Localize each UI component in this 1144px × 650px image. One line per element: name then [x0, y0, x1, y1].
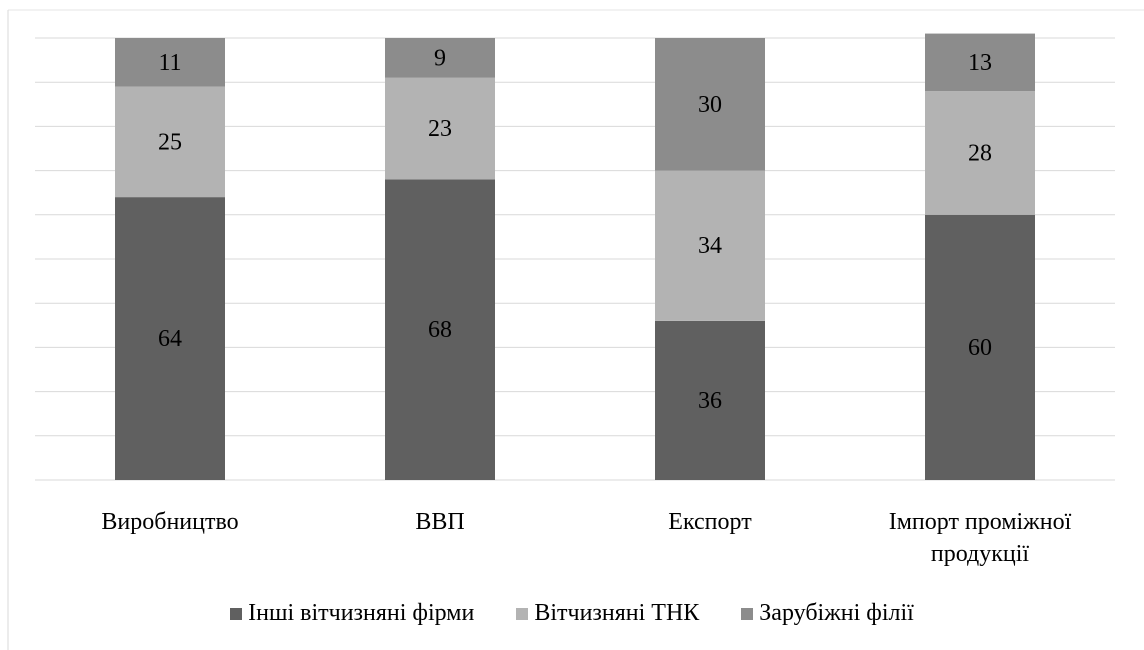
x-tick-label: ВВП	[415, 509, 465, 535]
legend-label: Інші вітчизняні фірми	[248, 600, 475, 626]
legend-item: Вітчизняні ТНК	[516, 600, 699, 627]
data-label: 13	[968, 50, 992, 76]
x-tick-label: Виробництво	[101, 509, 239, 535]
bar-segment	[115, 86, 225, 198]
bar-segment	[655, 320, 765, 480]
data-label: 30	[698, 92, 722, 118]
data-label: 60	[968, 335, 992, 361]
data-label: 11	[158, 50, 181, 76]
data-label: 25	[158, 129, 182, 155]
data-label: 64	[158, 326, 182, 352]
legend-swatch	[230, 607, 243, 620]
bar-segment	[385, 179, 495, 480]
bar-segment	[385, 77, 495, 180]
legend: Інші вітчизняні фірми Вітчизняні ТНК Заруб…	[0, 600, 1144, 627]
bar-segment	[385, 38, 495, 78]
legend-item: Інші вітчизняні фірми	[230, 600, 474, 627]
data-label: 34	[698, 233, 722, 259]
legend-label: Вітчизняні ТНК	[534, 600, 700, 626]
bar-segment	[925, 214, 1035, 481]
legend-label: Зарубіжні філії	[759, 600, 914, 626]
data-label: 9	[434, 45, 446, 71]
bar-segment	[925, 33, 1035, 92]
legend-swatch	[516, 607, 529, 620]
bar-segment	[655, 170, 765, 321]
x-tick-label: Експорт	[668, 509, 752, 535]
x-tick-label: Імпорт проміжної продукції	[888, 509, 1072, 567]
bar-segment	[655, 38, 765, 171]
data-label: 23	[428, 116, 452, 142]
bar-segment	[925, 91, 1035, 215]
data-label: 68	[428, 317, 452, 343]
legend-item: Зарубіжні філії	[741, 600, 914, 627]
data-label: 36	[698, 388, 722, 414]
bar-segment	[115, 197, 225, 480]
data-label: 28	[968, 140, 992, 166]
legend-swatch	[741, 607, 754, 620]
bar-segment	[115, 38, 225, 87]
